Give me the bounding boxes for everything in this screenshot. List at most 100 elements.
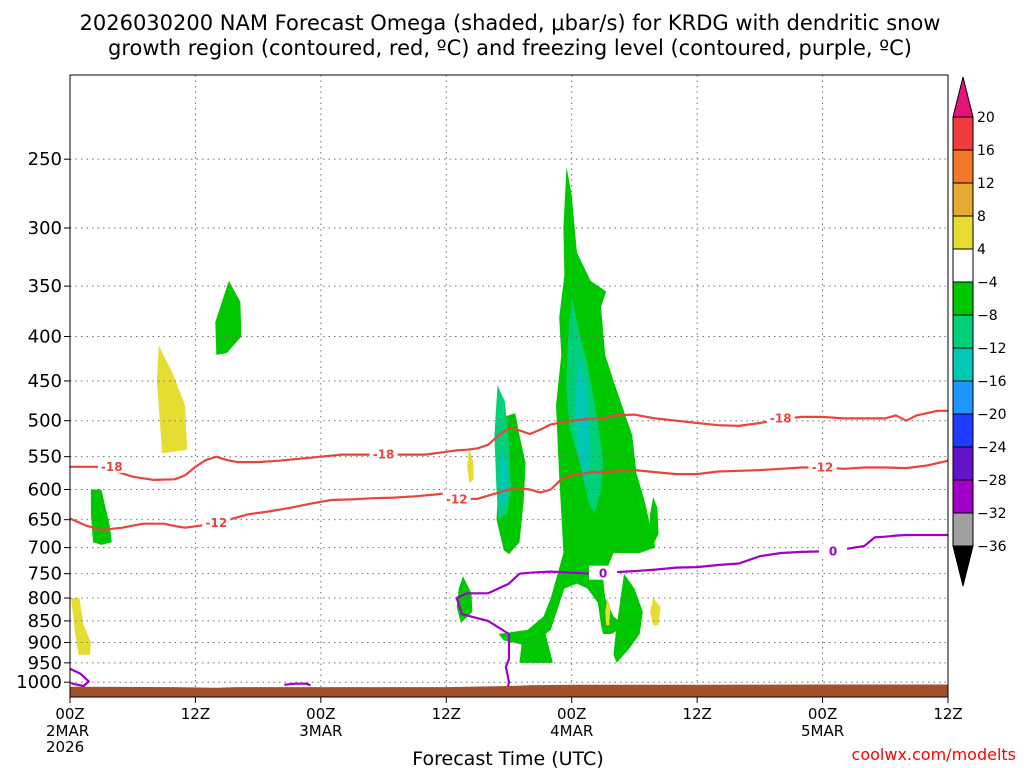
omega-colorbar: 20 16 12 8 4 −4 −8 −12 −16 −20 −24 −28 −32 −36 [952, 76, 1007, 587]
y-tick-label: 450 [28, 371, 62, 392]
pressure-axis: 2503003504004505005506006507007508008509… [16, 149, 70, 693]
colorbar-tick-label: −24 [977, 440, 1007, 456]
colorbar-tick-label: −28 [977, 473, 1007, 489]
y-tick-label: 250 [28, 149, 62, 170]
colorbar-bin [952, 116, 974, 151]
colorbar-bottom-arrow [952, 545, 974, 587]
colorbar-bin [952, 446, 974, 481]
x-tick-label: 00Z [55, 705, 84, 723]
chart-title-line-1: 2026030200 NAM Forecast Omega (shaded, μ… [80, 11, 941, 35]
dgz-minus-18-label-bg [97, 458, 126, 473]
x-tick-label: 12Z [933, 705, 962, 723]
freezing-level-0-label-bg [589, 565, 618, 580]
freezing-level-0-surface-west-line [70, 667, 90, 688]
downward-region-4mar-small-3 [650, 598, 661, 626]
upward-region-4mar-small [649, 497, 659, 545]
x-tick-label: 12Z [682, 705, 711, 723]
dgz-minus-18-label: -18 [373, 448, 395, 462]
colorbar-bin [952, 380, 974, 415]
freezing-level-0-label: 0 [599, 567, 607, 581]
downward-region-4mar-small-1 [467, 448, 474, 484]
y-tick-label: 500 [28, 411, 62, 432]
colorbar-tick-label: −36 [977, 539, 1007, 555]
colorbar-tick-label: −20 [977, 407, 1007, 423]
x-tick-date-label: 2026 [46, 738, 84, 756]
upward-region-early-low [90, 489, 112, 545]
colorbar-tick-label: 4 [977, 242, 986, 258]
plot-area: -18 -18 -18 -12 -12 -12 0 0 [70, 75, 948, 697]
y-tick-label: 650 [28, 510, 62, 531]
x-tick-label: 00Z [808, 705, 837, 723]
plot-frame [69, 74, 949, 698]
chart-title-line-2: growth region (contoured, red, ºC) and f… [108, 36, 912, 60]
colorbar-tick-label: −8 [977, 308, 998, 324]
y-tick-label: 800 [28, 588, 62, 609]
freezing-level-0-surface-small-line [284, 682, 311, 687]
colorbar-bin [952, 314, 974, 349]
colorbar-tick-label: −32 [977, 506, 1007, 522]
x-tick-label: 00Z [306, 705, 335, 723]
strong-upward-west-inner [498, 449, 507, 508]
upward-region-12z-aloft [215, 280, 242, 355]
x-tick-date-label: 5MAR [801, 722, 844, 740]
colorbar-tick-label: −4 [977, 275, 998, 291]
y-tick-label: 350 [28, 276, 62, 297]
y-tick-label: 850 [28, 611, 62, 632]
colorbar-bin [952, 149, 974, 184]
x-tick-date-label: 4MAR [550, 722, 593, 740]
x-tick-label: 12Z [432, 705, 461, 723]
freezing-level-0-label-bg [819, 543, 848, 558]
strong-upward-west-core [494, 385, 512, 520]
dgz-minus-18-label-bg [766, 410, 795, 425]
colorbar-bin [952, 413, 974, 448]
y-tick-label: 900 [28, 632, 62, 653]
colorbar-tick-label: 12 [977, 176, 995, 192]
colorbar-tick-label: 20 [977, 110, 995, 126]
upward-region-4mar-east [613, 573, 643, 663]
colorbar-top-arrow [952, 76, 974, 118]
x-tick-date-label: 2MAR [46, 722, 89, 740]
x-axis-label: Forecast Time (UTC) [412, 748, 603, 768]
colorbar-bin [952, 215, 974, 250]
colorbar-bin [952, 347, 974, 382]
dgz-minus-18-label: -18 [770, 411, 792, 425]
dgz-minus-12-label: -12 [812, 460, 834, 474]
colorbar-tick-label: −12 [977, 341, 1007, 357]
colorbar-bin [952, 512, 974, 547]
dgz-minus-12-label-bg [442, 491, 471, 506]
colorbar-bin [952, 281, 974, 316]
downward-region-2mar-low [71, 598, 91, 655]
colorbar-bin [952, 479, 974, 514]
x-tick-label: 00Z [557, 705, 586, 723]
x-tick-date-label: 3MAR [299, 722, 342, 740]
dgz-minus-12-label: -12 [446, 492, 468, 506]
freezing-level-0-line [455, 533, 948, 687]
y-tick-label: 600 [28, 479, 62, 500]
y-tick-label: 300 [28, 218, 62, 239]
x-tick-label: 12Z [181, 705, 210, 723]
colorbar-tick-label: 8 [977, 209, 986, 225]
y-tick-label: 400 [28, 327, 62, 348]
downward-region-4mar-small-2 [605, 598, 611, 626]
colorbar-bin [952, 182, 974, 217]
credit-link[interactable]: coolwx.com/modelts [852, 745, 1016, 764]
y-tick-label: 700 [28, 538, 62, 559]
dgz-minus-12-label-bg [808, 459, 837, 474]
y-tick-label: 1000 [16, 672, 62, 693]
y-tick-label: 550 [28, 447, 62, 468]
downward-region-2mar-aloft [156, 345, 188, 454]
y-tick-label: 950 [28, 653, 62, 674]
colorbar-tick-label: 16 [977, 143, 995, 159]
y-tick-label: 750 [28, 564, 62, 585]
dgz-minus-18-label-bg [369, 446, 398, 461]
freezing-level-0-label: 0 [829, 544, 837, 558]
dgz-minus-12-label: -12 [205, 516, 227, 530]
dgz-minus-18-line [70, 409, 948, 481]
colorbar-bin [952, 248, 974, 283]
colorbar-tick-label: −16 [977, 374, 1007, 390]
surface-pressure-mask [70, 684, 948, 697]
dgz-minus-12-label-bg [202, 515, 231, 530]
dgz-minus-18-label: -18 [101, 460, 123, 474]
